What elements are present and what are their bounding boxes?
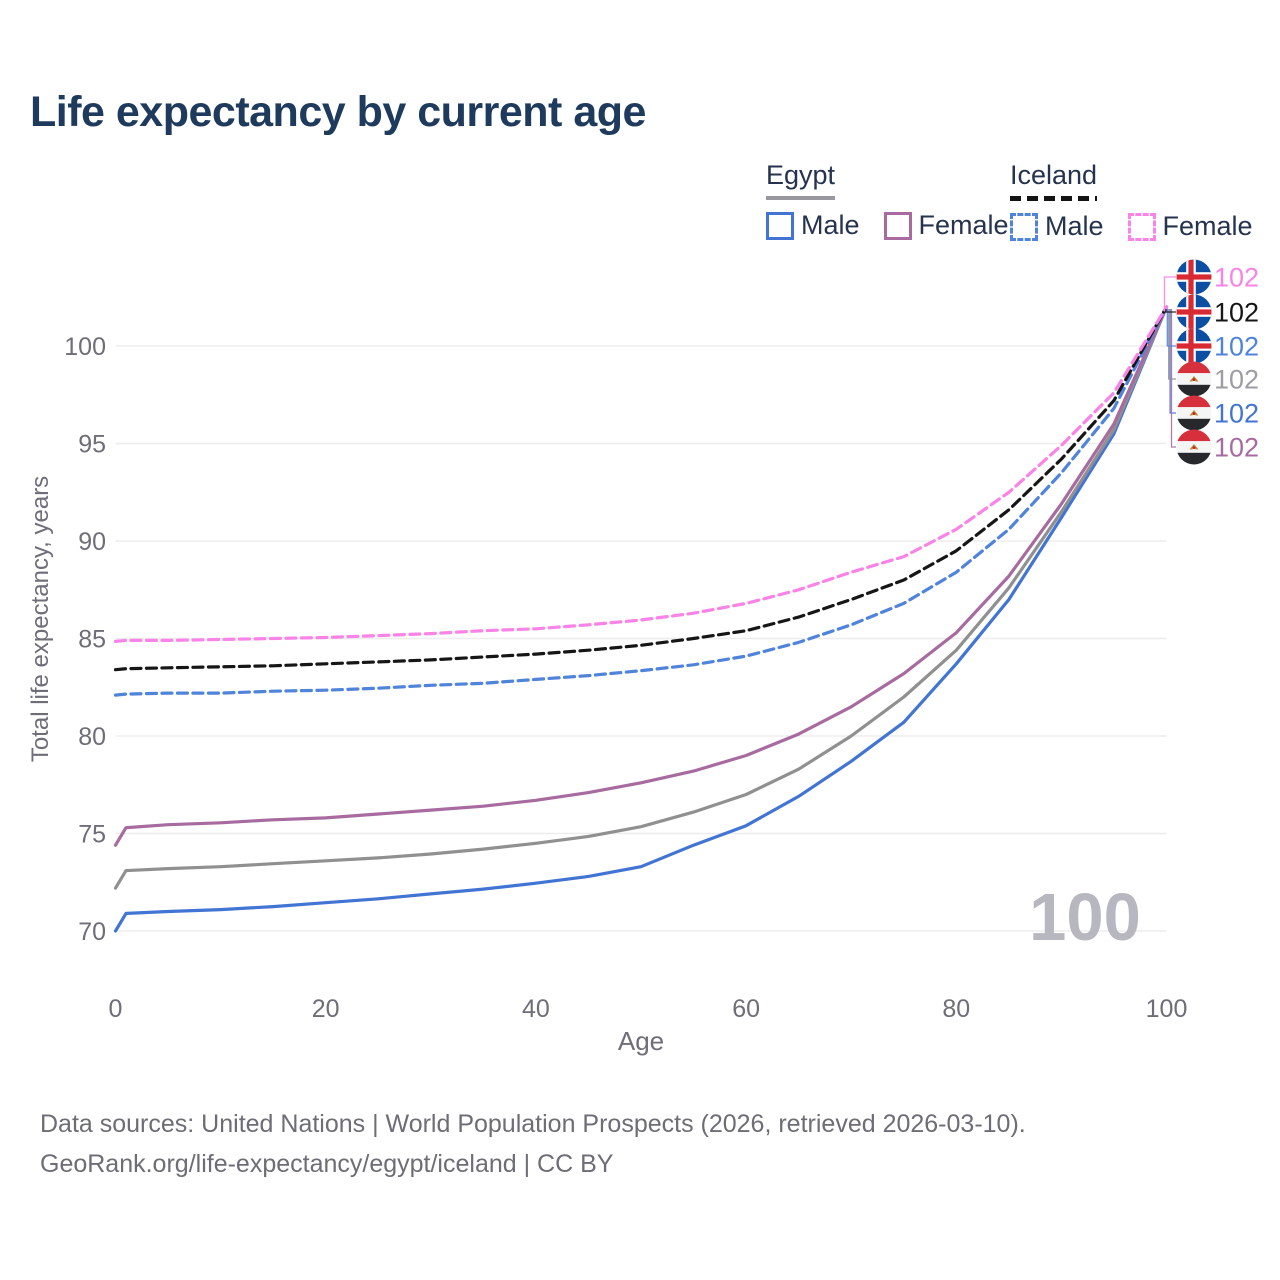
iceland-flag-icon-iceland-both [1176,294,1212,330]
page-title: Life expectancy by current age [30,88,646,136]
legend-item-iceland-female[interactable]: Female [1127,211,1253,242]
legend-item-egypt-female-label: Female [918,210,1009,240]
x-tick-20: 20 [312,995,340,1023]
end-label-connector-egypt-female [1170,309,1176,448]
end-label-connector-egypt-male [1169,309,1176,414]
x-tick-80: 80 [942,995,970,1023]
x-tick-0: 0 [109,995,123,1023]
x-tick-40: 40 [522,995,550,1023]
legend-country-iceland[interactable]: Iceland [1010,160,1098,201]
egypt-male-swatch-icon [766,211,794,240]
hovered-age-watermark: 100 [1029,880,1141,955]
legend-item-egypt-female[interactable]: Female [883,210,1009,241]
footer-data-sources: Data sources: United Nations | World Pop… [40,1110,1026,1138]
end-label-connector-iceland-both [1165,309,1176,313]
legend-group-egypt: Egypt Male Female [766,160,1033,241]
series-line-egypt-male[interactable] [113,305,1169,933]
legend-item-egypt-male-label: Male [801,210,860,240]
footer: Data sources: United Nations | World Pop… [40,1104,1026,1184]
egypt-flag-icon-egypt-female [1176,429,1212,465]
end-value-label-iceland-female: 102 [1214,263,1259,293]
end-value-label-egypt-female: 102 [1214,433,1259,463]
legend-country-egypt[interactable]: Egypt [766,160,836,200]
end-value-label-egypt-male: 102 [1214,399,1259,429]
series-line-iceland-both[interactable] [113,305,1169,672]
y-axis-title: Total life expectancy, years [27,476,54,762]
series-line-egypt-both[interactable] [113,305,1169,890]
legend-item-iceland-female-label: Female [1162,211,1253,241]
y-tick-80: 80 [78,723,106,751]
end-label-connector-iceland-female [1163,276,1176,309]
legend-country-egypt-underline [766,196,836,200]
plot-area[interactable] [116,300,1167,931]
egypt-flag-icon-egypt-both [1176,361,1212,397]
series-line-iceland-female[interactable] [113,305,1169,644]
iceland-male-swatch-icon [1010,212,1038,241]
legend-country-iceland-underline [1010,196,1098,201]
iceland-female-swatch-icon [1127,212,1156,241]
x-axis-title: Age [618,1026,664,1056]
y-tick-90: 90 [78,528,106,556]
end-value-label-egypt-both: 102 [1214,365,1259,395]
series-line-iceland-male[interactable] [113,305,1169,697]
legend-country-iceland-label: Iceland [1010,160,1098,190]
egypt-female-swatch-icon [883,211,912,240]
x-tick-100: 100 [1146,995,1188,1023]
y-tick-85: 85 [78,626,106,654]
legend-item-iceland-male-label: Male [1045,211,1104,241]
end-label-connector-egypt-both [1168,309,1176,380]
iceland-flag-icon-iceland-female [1176,259,1212,295]
footer-attribution: GeoRank.org/life-expectancy/egypt/icelan… [40,1150,614,1178]
egypt-flag-icon-egypt-male [1176,395,1212,431]
end-value-label-iceland-male: 102 [1214,332,1259,362]
legend-item-iceland-male[interactable]: Male [1010,211,1104,242]
end-value-label-iceland-both: 102 [1214,298,1259,328]
legend-group-iceland: Iceland Male Female [1010,160,1277,242]
end-label-connector-iceland-male [1166,309,1176,347]
legend-item-egypt-male[interactable]: Male [766,210,860,241]
x-tick-60: 60 [732,995,760,1023]
y-tick-75: 75 [78,821,106,849]
y-tick-95: 95 [78,431,106,459]
series-line-egypt-female[interactable] [113,305,1169,847]
y-tick-70: 70 [78,918,106,946]
iceland-flag-icon-iceland-male [1176,328,1212,364]
y-tick-100: 100 [64,333,106,361]
legend-country-egypt-label: Egypt [766,160,836,190]
